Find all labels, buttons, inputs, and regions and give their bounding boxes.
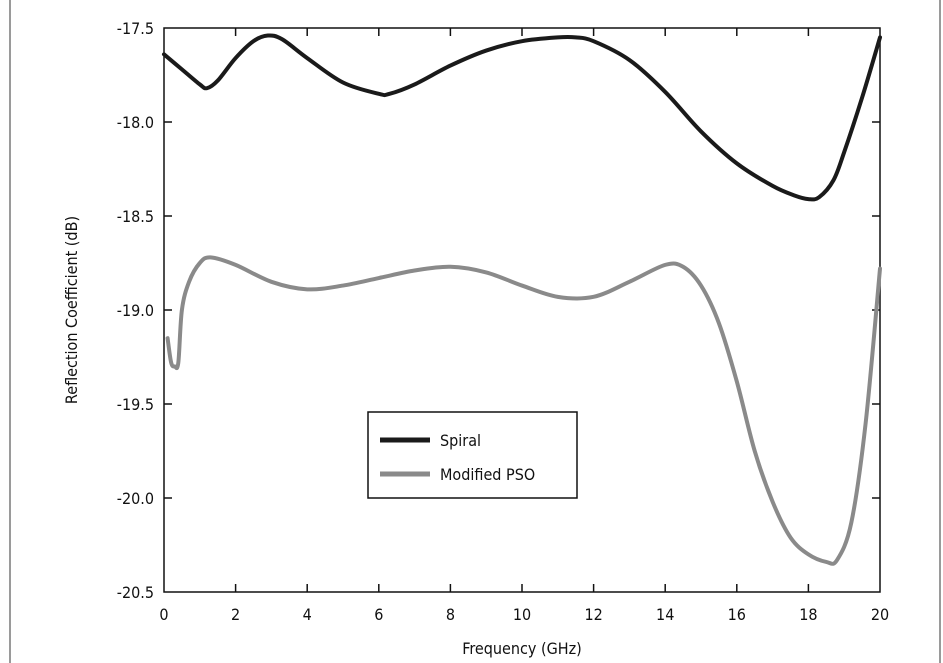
y-tick-label: -18.0: [117, 113, 154, 132]
x-tick-label: 16: [728, 605, 746, 624]
x-tick-label: 12: [584, 605, 602, 624]
legend: Spiral Modified PSO: [367, 411, 578, 499]
x-tick-label: 4: [303, 605, 312, 624]
y-tick-label: -20.5: [117, 583, 154, 602]
y-tick-label: -20.0: [117, 489, 154, 508]
y-tick-label: -17.5: [117, 19, 154, 38]
x-tick-label: 2: [231, 605, 240, 624]
legend-box: [367, 411, 578, 499]
legend-label-modified-pso: Modified PSO: [440, 465, 535, 484]
x-tick-label: 8: [446, 605, 455, 624]
x-tick-label: 0: [159, 605, 168, 624]
x-axis-title: Frequency (GHz): [462, 639, 582, 658]
y-tick-label: -19.0: [117, 301, 154, 320]
y-axis-title: Reflection Coefficient (dB): [62, 216, 81, 404]
y-tick-label: -18.5: [117, 207, 154, 226]
x-tick-label: 18: [799, 605, 817, 624]
x-tick-label: 10: [513, 605, 531, 624]
series-line-spiral: [162, 33, 882, 202]
legend-label-spiral: Spiral: [440, 431, 481, 450]
x-tick-label: 6: [374, 605, 383, 624]
x-tick-label: 14: [656, 605, 674, 624]
plot-area-frame: [163, 27, 881, 593]
y-tick-label: -19.5: [117, 395, 154, 414]
series-line-modified-pso: [165, 255, 882, 566]
x-tick-label: 20: [871, 605, 889, 624]
